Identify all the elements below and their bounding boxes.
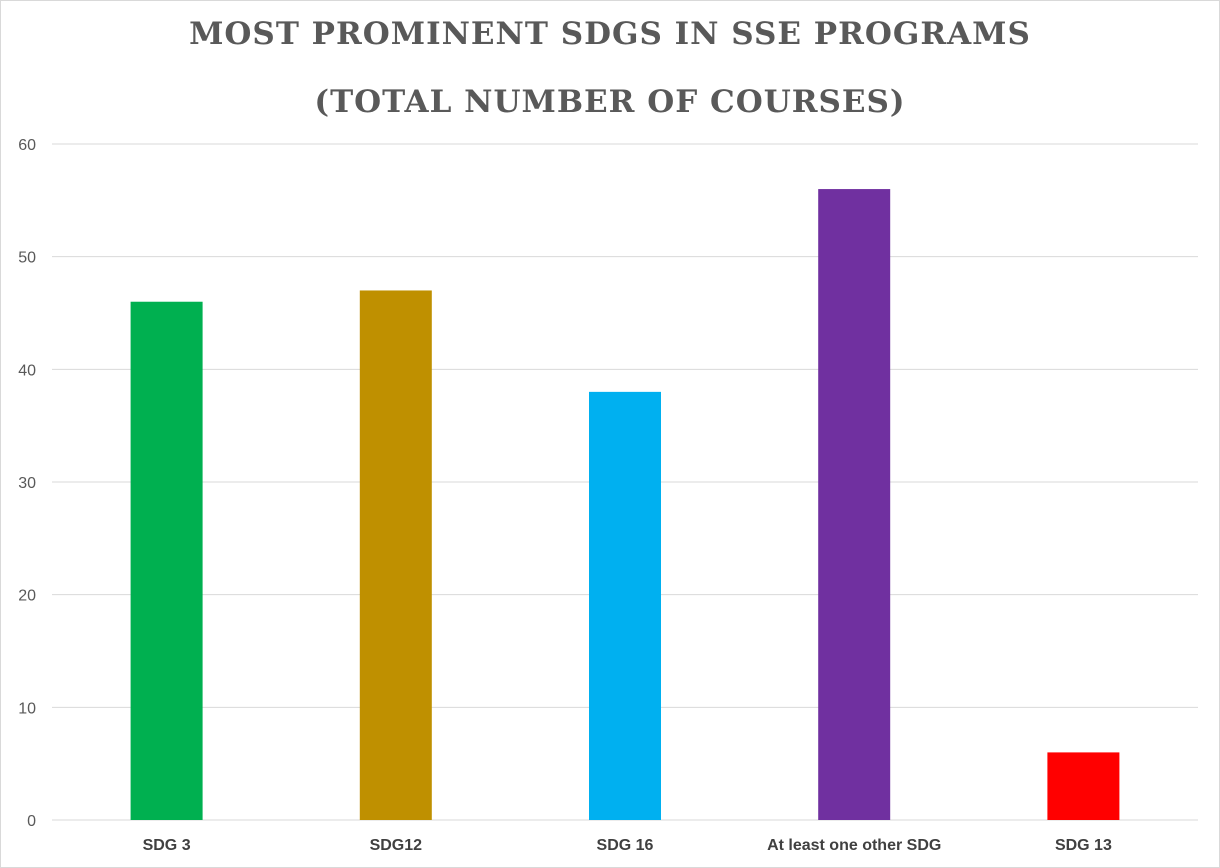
y-tick-label: 40	[18, 362, 36, 379]
bars	[130, 189, 1120, 821]
x-category-label: SDG12	[370, 837, 423, 854]
bar	[130, 301, 203, 820]
y-tick-label: 0	[27, 813, 36, 830]
y-axis-ticks: 0 10 20 30 40 50 60	[18, 137, 36, 830]
chart-subtitle: (TOTAL NUMBER OF COURSES)	[314, 84, 906, 120]
chart-title: MOST PROMINENT SDGS IN SSE PROGRAMS	[189, 16, 1031, 52]
x-axis-labels: SDG 3 SDG12 SDG 16 At least one other SDG SD…	[143, 837, 1112, 854]
bar	[359, 290, 432, 820]
y-tick-label: 50	[18, 250, 36, 267]
bar	[818, 189, 891, 821]
bar	[589, 391, 661, 820]
y-tick-label: 30	[18, 475, 36, 492]
bar	[1047, 752, 1120, 820]
y-tick-label: 60	[18, 137, 36, 154]
y-tick-label: 10	[18, 700, 36, 717]
y-tick-label: 20	[18, 588, 36, 605]
x-category-label: SDG 3	[143, 837, 191, 854]
x-category-label: At least one other SDG	[767, 837, 941, 854]
x-category-label: SDG 13	[1055, 837, 1112, 854]
x-category-label: SDG 16	[597, 837, 654, 854]
